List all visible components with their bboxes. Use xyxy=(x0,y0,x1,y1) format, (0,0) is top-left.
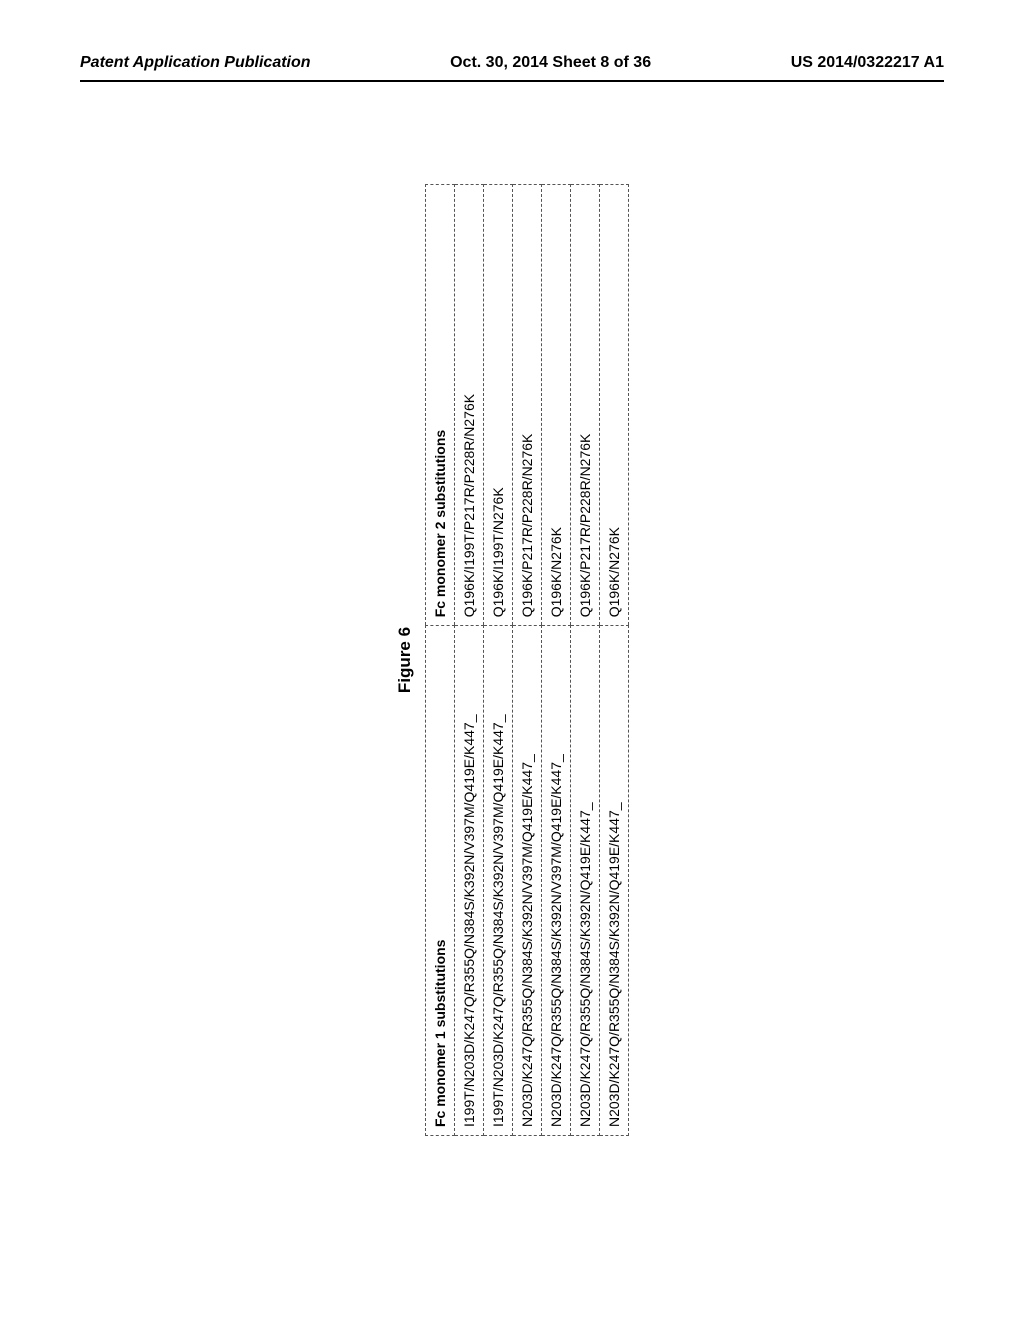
table-row: N203D/K247Q/R355Q/N384S/K392N/V397M/Q419… xyxy=(513,185,542,1136)
cell-monomer2: Q196K/P217R/P228R/N276K xyxy=(571,185,600,626)
col-header-monomer1: Fc monomer 1 substitutions xyxy=(426,626,455,1136)
col-header-monomer2: Fc monomer 2 substitutions xyxy=(426,185,455,626)
cell-monomer1: N203D/K247Q/R355Q/N384S/K392N/V397M/Q419… xyxy=(513,626,542,1136)
cell-monomer1: N203D/K247Q/R355Q/N384S/K392N/Q419E/K447… xyxy=(600,626,629,1136)
header-right-text: US 2014/0322217 A1 xyxy=(791,54,944,72)
header-divider xyxy=(80,80,944,82)
table-row: I199T/N203D/K247Q/R355Q/N384S/K392N/V397… xyxy=(455,185,484,1136)
table-row: N203D/K247Q/R355Q/N384S/K392N/Q419E/K447… xyxy=(600,185,629,1136)
table-row: I199T/N203D/K247Q/R355Q/N384S/K392N/V397… xyxy=(484,185,513,1136)
header-center-text: Oct. 30, 2014 Sheet 8 of 36 xyxy=(450,54,651,72)
cell-monomer1: N203D/K247Q/R355Q/N384S/K392N/V397M/Q419… xyxy=(542,626,571,1136)
cell-monomer2: Q196K/P217R/P228R/N276K xyxy=(513,185,542,626)
cell-monomer2: Q196K/N276K xyxy=(600,185,629,626)
table-row: N203D/K247Q/R355Q/N384S/K392N/Q419E/K447… xyxy=(571,185,600,1136)
table-header-row: Fc monomer 1 substitutions Fc monomer 2 … xyxy=(426,185,455,1136)
cell-monomer2: Q196K/I199T/N276K xyxy=(484,185,513,626)
cell-monomer2: Q196K/N276K xyxy=(542,185,571,626)
cell-monomer1: I199T/N203D/K247Q/R355Q/N384S/K392N/V397… xyxy=(455,626,484,1136)
table-row: N203D/K247Q/R355Q/N384S/K392N/V397M/Q419… xyxy=(542,185,571,1136)
cell-monomer2: Q196K/I199T/P217R/P228R/N276K xyxy=(455,185,484,626)
cell-monomer1: N203D/K247Q/R355Q/N384S/K392N/Q419E/K447… xyxy=(571,626,600,1136)
cell-monomer1: I199T/N203D/K247Q/R355Q/N384S/K392N/V397… xyxy=(484,626,513,1136)
figure-container: Figure 6 Fc monomer 1 substitutions Fc m… xyxy=(395,184,629,1136)
header-left-text: Patent Application Publication xyxy=(80,54,311,72)
page-header: Patent Application Publication Oct. 30, … xyxy=(0,54,1024,72)
substitutions-table: Fc monomer 1 substitutions Fc monomer 2 … xyxy=(425,184,629,1136)
figure-title: Figure 6 xyxy=(395,184,415,1136)
